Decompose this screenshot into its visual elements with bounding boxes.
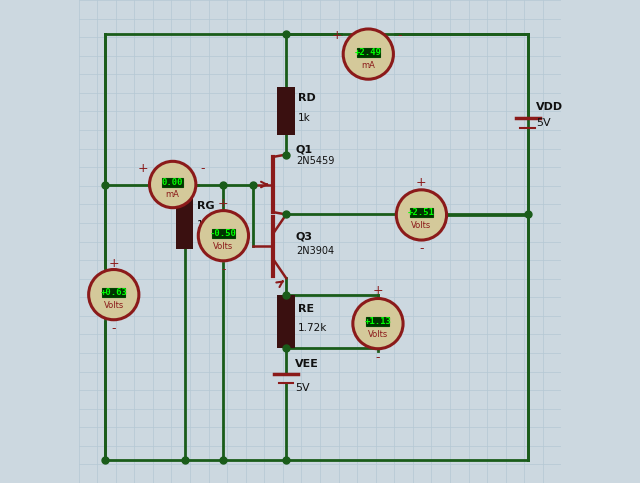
Text: -: - — [376, 351, 380, 364]
Circle shape — [89, 270, 139, 320]
Text: VDD: VDD — [536, 101, 563, 112]
Bar — [176, 188, 193, 249]
Text: Volts: Volts — [213, 242, 234, 251]
Circle shape — [150, 161, 196, 208]
Text: +2.51: +2.51 — [408, 209, 435, 217]
Text: Volts: Volts — [104, 301, 124, 310]
Text: -: - — [200, 162, 205, 175]
Text: +2.49: +2.49 — [355, 48, 381, 57]
FancyBboxPatch shape — [367, 317, 390, 326]
Text: RG: RG — [197, 201, 214, 211]
Text: +1.13: +1.13 — [365, 317, 392, 326]
Text: Volts: Volts — [412, 222, 431, 230]
Text: -: - — [419, 242, 424, 256]
Text: 1M: 1M — [197, 220, 212, 230]
FancyBboxPatch shape — [212, 229, 235, 238]
Circle shape — [343, 29, 394, 79]
Text: 5V: 5V — [536, 118, 551, 128]
Text: RE: RE — [298, 303, 314, 313]
Text: +0.63: +0.63 — [100, 288, 127, 297]
FancyBboxPatch shape — [356, 48, 380, 57]
Text: VEE: VEE — [295, 358, 319, 369]
Circle shape — [198, 211, 248, 261]
Text: 2N5459: 2N5459 — [296, 156, 334, 166]
Text: +: + — [137, 162, 148, 175]
Text: -: - — [111, 322, 116, 335]
Text: 1.72k: 1.72k — [298, 323, 328, 333]
Text: +: + — [218, 197, 228, 210]
Text: +: + — [108, 257, 119, 270]
Text: 1k: 1k — [298, 113, 311, 123]
Circle shape — [353, 298, 403, 349]
Text: RD: RD — [298, 93, 316, 103]
FancyBboxPatch shape — [102, 288, 125, 297]
Bar — [278, 87, 295, 135]
Text: 2N3904: 2N3904 — [296, 245, 334, 256]
Text: -: - — [221, 263, 226, 276]
Text: +: + — [416, 176, 427, 189]
Text: -: - — [397, 29, 402, 42]
Text: mA: mA — [166, 190, 180, 199]
Circle shape — [396, 190, 447, 240]
Text: +: + — [332, 29, 342, 42]
Text: +: + — [372, 284, 383, 298]
Text: 5V: 5V — [295, 383, 310, 393]
Bar — [278, 295, 295, 348]
Text: Q1: Q1 — [296, 144, 313, 154]
FancyBboxPatch shape — [162, 178, 184, 187]
Text: Volts: Volts — [368, 330, 388, 339]
Text: 0.00: 0.00 — [162, 178, 184, 187]
Text: -0.50: -0.50 — [210, 229, 237, 238]
Text: mA: mA — [362, 61, 375, 70]
FancyBboxPatch shape — [410, 209, 433, 217]
Text: Q3: Q3 — [296, 231, 313, 241]
